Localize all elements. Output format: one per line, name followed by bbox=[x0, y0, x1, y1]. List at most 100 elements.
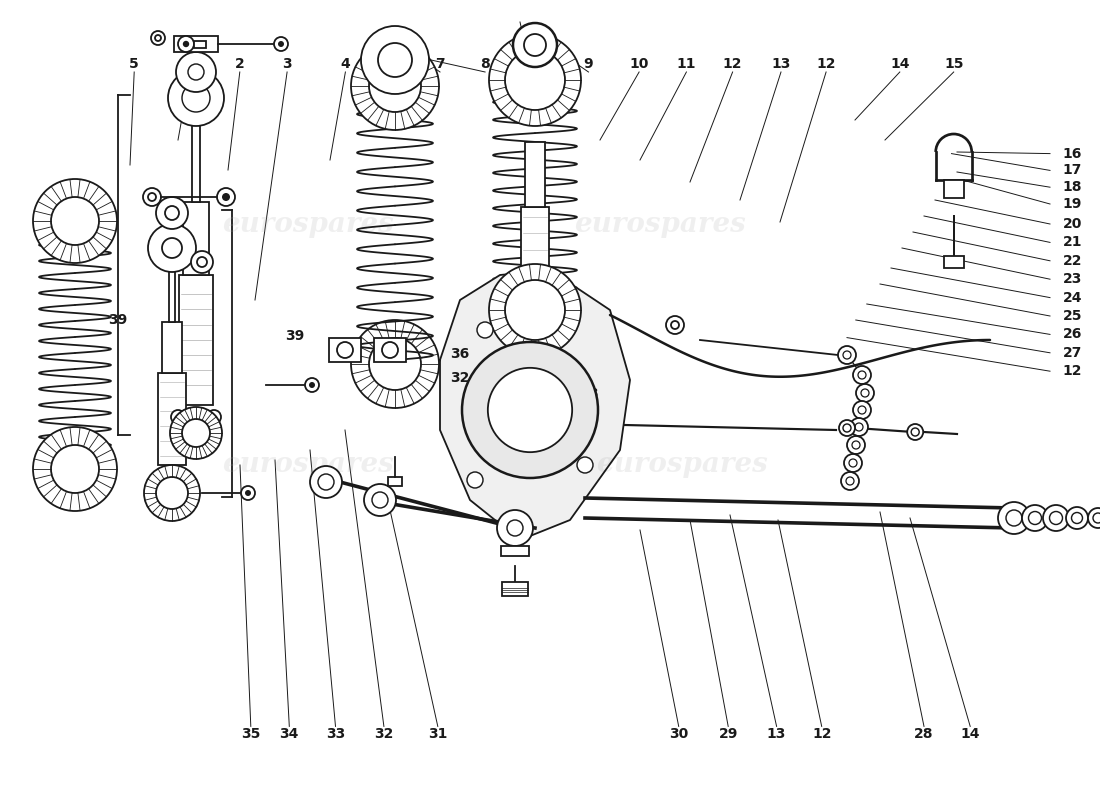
Text: 20: 20 bbox=[539, 386, 559, 401]
Circle shape bbox=[309, 382, 315, 388]
Circle shape bbox=[162, 238, 182, 258]
Circle shape bbox=[1022, 505, 1048, 531]
Circle shape bbox=[487, 368, 572, 452]
Text: 5: 5 bbox=[130, 57, 139, 71]
Text: 39: 39 bbox=[108, 313, 128, 327]
Circle shape bbox=[849, 459, 857, 467]
Bar bbox=[388, 477, 401, 486]
Text: 25: 25 bbox=[1063, 309, 1082, 323]
Text: 8: 8 bbox=[481, 57, 490, 71]
Text: 29: 29 bbox=[718, 727, 738, 742]
Circle shape bbox=[842, 472, 859, 490]
Circle shape bbox=[151, 31, 165, 45]
Circle shape bbox=[843, 351, 851, 359]
Circle shape bbox=[861, 389, 869, 397]
Text: 10: 10 bbox=[629, 57, 649, 71]
Circle shape bbox=[51, 197, 99, 245]
Bar bbox=[374, 338, 406, 362]
Text: 26: 26 bbox=[1063, 327, 1082, 342]
Circle shape bbox=[372, 492, 388, 508]
Circle shape bbox=[524, 34, 546, 56]
Circle shape bbox=[507, 520, 522, 536]
Circle shape bbox=[497, 510, 534, 546]
Circle shape bbox=[513, 23, 557, 67]
Text: 27: 27 bbox=[1063, 346, 1082, 360]
Circle shape bbox=[850, 418, 868, 436]
Text: eurospares: eurospares bbox=[574, 210, 746, 238]
Circle shape bbox=[182, 84, 210, 112]
Circle shape bbox=[144, 465, 200, 521]
Circle shape bbox=[1049, 511, 1063, 525]
Circle shape bbox=[1043, 505, 1069, 531]
Text: 13: 13 bbox=[767, 727, 786, 742]
Circle shape bbox=[844, 454, 862, 472]
Bar bbox=[521, 206, 549, 310]
Circle shape bbox=[505, 280, 565, 340]
Text: 2: 2 bbox=[235, 57, 244, 71]
Circle shape bbox=[382, 342, 398, 358]
Text: 23: 23 bbox=[1063, 272, 1082, 286]
Circle shape bbox=[1071, 513, 1082, 523]
Circle shape bbox=[462, 342, 598, 478]
Text: 3: 3 bbox=[283, 57, 292, 71]
Circle shape bbox=[156, 477, 188, 509]
Circle shape bbox=[241, 486, 255, 500]
Circle shape bbox=[361, 26, 429, 94]
Circle shape bbox=[318, 474, 334, 490]
Circle shape bbox=[156, 197, 188, 229]
Text: 34: 34 bbox=[279, 727, 299, 742]
Circle shape bbox=[191, 251, 213, 273]
Text: eurospares: eurospares bbox=[222, 450, 394, 478]
Circle shape bbox=[843, 424, 851, 432]
Bar bbox=[944, 256, 964, 268]
Bar bbox=[158, 373, 186, 465]
Circle shape bbox=[1093, 513, 1100, 523]
Text: 12: 12 bbox=[1063, 364, 1082, 378]
Circle shape bbox=[578, 457, 593, 473]
Circle shape bbox=[1028, 511, 1042, 525]
Text: 18: 18 bbox=[1063, 180, 1082, 194]
Circle shape bbox=[852, 366, 871, 384]
Circle shape bbox=[490, 264, 581, 356]
Text: 7: 7 bbox=[527, 57, 536, 71]
Circle shape bbox=[143, 188, 161, 206]
Text: 12: 12 bbox=[723, 57, 743, 71]
Bar bbox=[174, 36, 218, 52]
Circle shape bbox=[911, 428, 920, 436]
Circle shape bbox=[154, 471, 166, 483]
Circle shape bbox=[207, 410, 221, 424]
Text: 11: 11 bbox=[676, 57, 696, 71]
Circle shape bbox=[178, 471, 190, 483]
Circle shape bbox=[477, 322, 493, 338]
Text: 16: 16 bbox=[1063, 146, 1082, 161]
Text: 14: 14 bbox=[890, 57, 910, 71]
Circle shape bbox=[858, 371, 866, 379]
Circle shape bbox=[852, 441, 860, 449]
Circle shape bbox=[1006, 510, 1022, 526]
Bar bbox=[500, 546, 529, 556]
Circle shape bbox=[274, 37, 288, 51]
Circle shape bbox=[310, 466, 342, 498]
Bar bbox=[502, 582, 528, 596]
Circle shape bbox=[33, 427, 117, 511]
Circle shape bbox=[364, 484, 396, 516]
Circle shape bbox=[1088, 508, 1100, 528]
Circle shape bbox=[222, 193, 230, 201]
Text: 24: 24 bbox=[1063, 290, 1082, 305]
Circle shape bbox=[855, 423, 864, 431]
Circle shape bbox=[908, 424, 923, 440]
Text: 15: 15 bbox=[944, 57, 964, 71]
Text: 14: 14 bbox=[960, 727, 980, 742]
Bar bbox=[184, 202, 209, 274]
Text: 19: 19 bbox=[1063, 197, 1082, 211]
Circle shape bbox=[858, 406, 866, 414]
Circle shape bbox=[846, 477, 854, 485]
Circle shape bbox=[168, 70, 224, 126]
Circle shape bbox=[245, 490, 251, 496]
Circle shape bbox=[178, 36, 194, 52]
Circle shape bbox=[847, 436, 865, 454]
Circle shape bbox=[148, 224, 196, 272]
Circle shape bbox=[468, 472, 483, 488]
Circle shape bbox=[176, 52, 216, 92]
Circle shape bbox=[505, 50, 565, 110]
